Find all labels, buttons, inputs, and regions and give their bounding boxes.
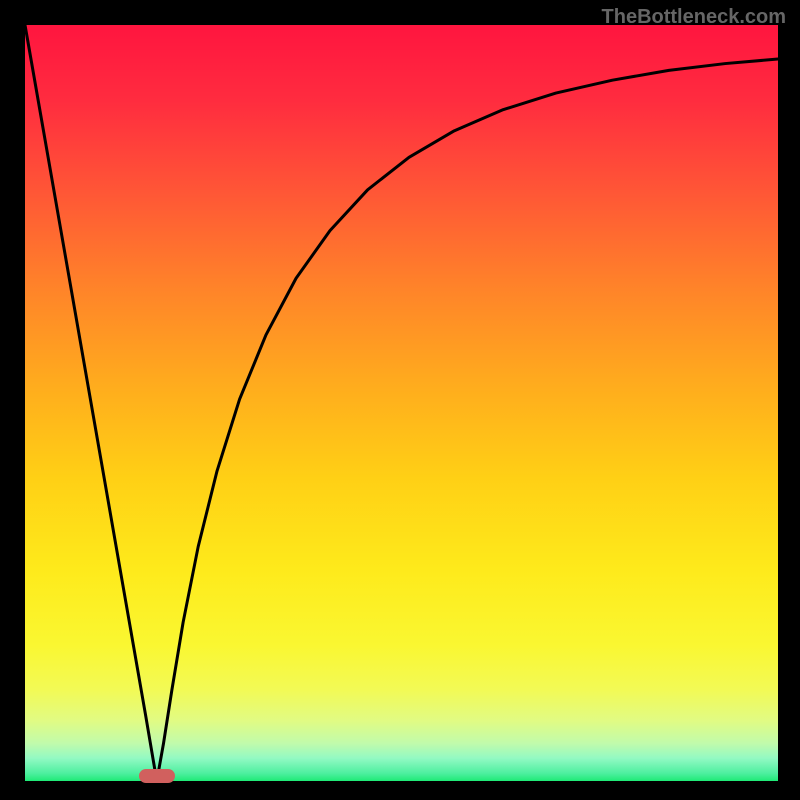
gradient-background bbox=[25, 25, 778, 781]
source-watermark: TheBottleneck.com bbox=[602, 6, 786, 29]
optimal-marker bbox=[139, 769, 175, 783]
bottleneck-chart: TheBottleneck.com bbox=[0, 0, 800, 800]
plot-area bbox=[25, 25, 778, 781]
